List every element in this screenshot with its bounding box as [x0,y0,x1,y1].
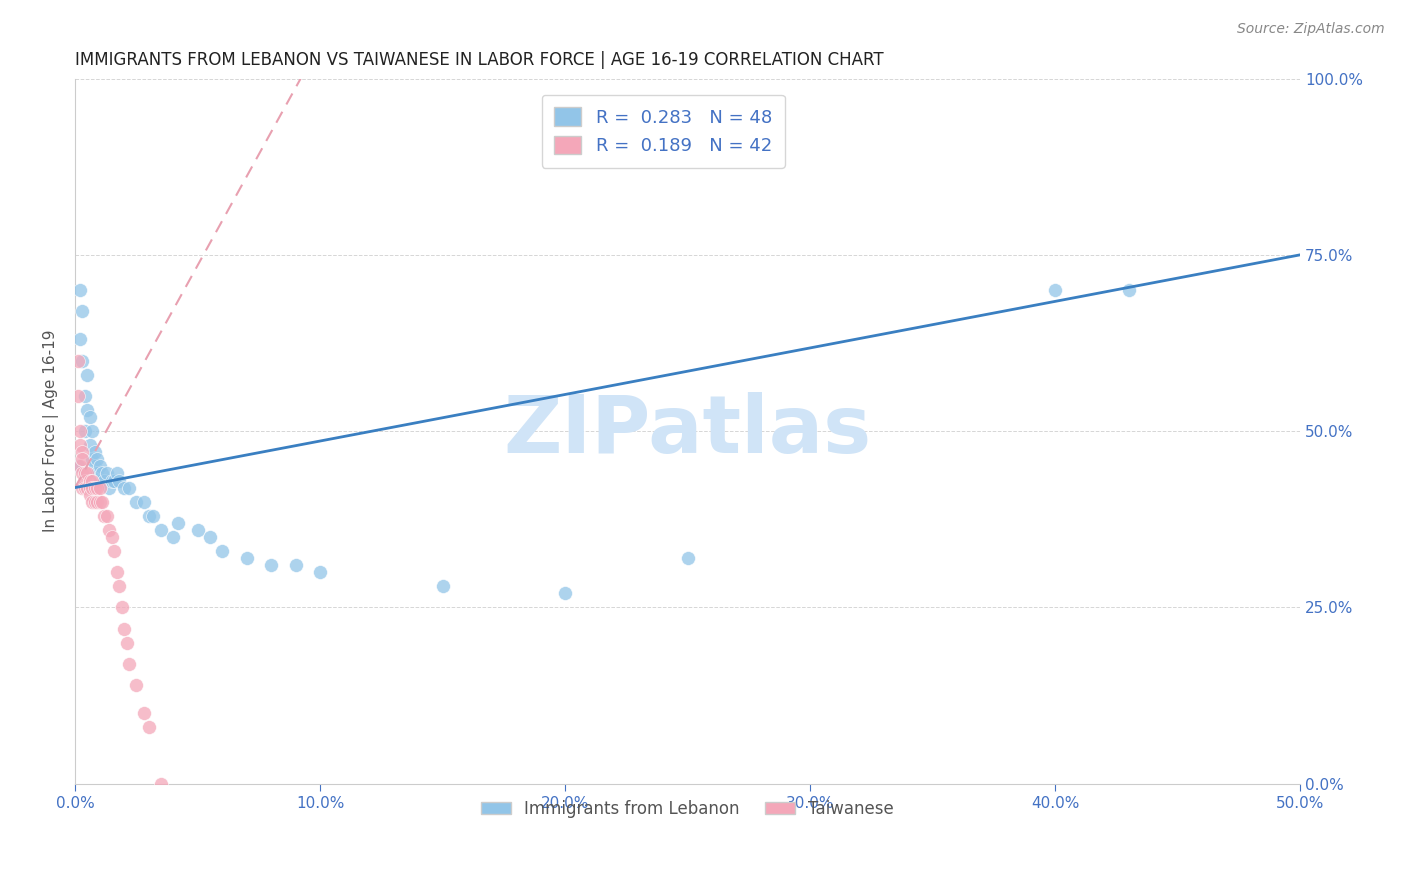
Point [105,565,128,579]
Point [89,494,111,508]
Point [72,304,94,318]
Point [108,474,131,488]
Point [111,600,134,615]
Point [1118,283,1140,297]
Point [76,403,98,417]
Point [79,488,101,502]
Point [82,481,104,495]
Point [69,424,91,438]
Text: ZIPatlas: ZIPatlas [503,392,872,470]
Point [118,657,141,671]
Point [76,467,98,481]
Point [112,481,135,495]
Point [69,283,91,297]
Point [69,459,91,474]
Point [96,508,118,523]
Point [72,467,94,481]
Point [260,558,283,573]
Point [86,467,108,481]
Point [83,445,105,459]
Point [132,706,155,721]
Point [138,508,160,523]
Point [86,481,108,495]
Point [101,474,124,488]
Point [66,353,89,368]
Point [91,467,114,481]
Point [83,459,105,474]
Point [72,353,94,368]
Point [79,438,101,452]
Point [432,579,454,593]
Point [125,678,148,692]
Point [73,389,96,403]
Point [211,544,233,558]
Point [83,494,105,508]
Legend: Immigrants from Lebanon, Taiwanese: Immigrants from Lebanon, Taiwanese [474,793,901,825]
Point [112,622,135,636]
Point [198,530,221,544]
Point [82,452,104,467]
Point [101,530,124,544]
Point [108,579,131,593]
Point [73,474,96,488]
Point [82,424,104,438]
Point [167,516,190,530]
Point [103,474,125,488]
Point [79,474,101,488]
Point [93,474,115,488]
Point [82,494,104,508]
Point [66,459,89,474]
Point [554,586,576,600]
Point [132,494,155,508]
Point [149,777,172,791]
Point [115,636,138,650]
Point [138,720,160,734]
Point [142,508,165,523]
Point [93,508,115,523]
Point [73,481,96,495]
Point [103,544,125,558]
Point [73,467,96,481]
Y-axis label: In Labor Force | Age 16-19: In Labor Force | Age 16-19 [44,330,59,533]
Point [1043,283,1066,297]
Point [72,481,94,495]
Point [162,530,184,544]
Point [105,467,128,481]
Point [284,558,307,573]
Text: Source: ZipAtlas.com: Source: ZipAtlas.com [1237,22,1385,37]
Point [82,474,104,488]
Point [118,481,141,495]
Point [676,551,699,566]
Point [86,494,108,508]
Point [79,410,101,425]
Point [86,452,108,467]
Point [98,523,121,537]
Point [91,494,114,508]
Point [309,565,332,579]
Point [76,368,98,382]
Point [149,523,172,537]
Point [89,481,111,495]
Point [66,389,89,403]
Point [69,333,91,347]
Point [76,481,98,495]
Point [72,445,94,459]
Point [235,551,257,566]
Text: IMMIGRANTS FROM LEBANON VS TAIWANESE IN LABOR FORCE | AGE 16-19 CORRELATION CHAR: IMMIGRANTS FROM LEBANON VS TAIWANESE IN … [75,51,884,69]
Point [79,481,101,495]
Point [187,523,209,537]
Point [69,438,91,452]
Point [98,481,121,495]
Point [72,452,94,467]
Point [73,424,96,438]
Point [89,474,111,488]
Point [96,467,118,481]
Point [125,494,148,508]
Point [89,459,111,474]
Point [83,481,105,495]
